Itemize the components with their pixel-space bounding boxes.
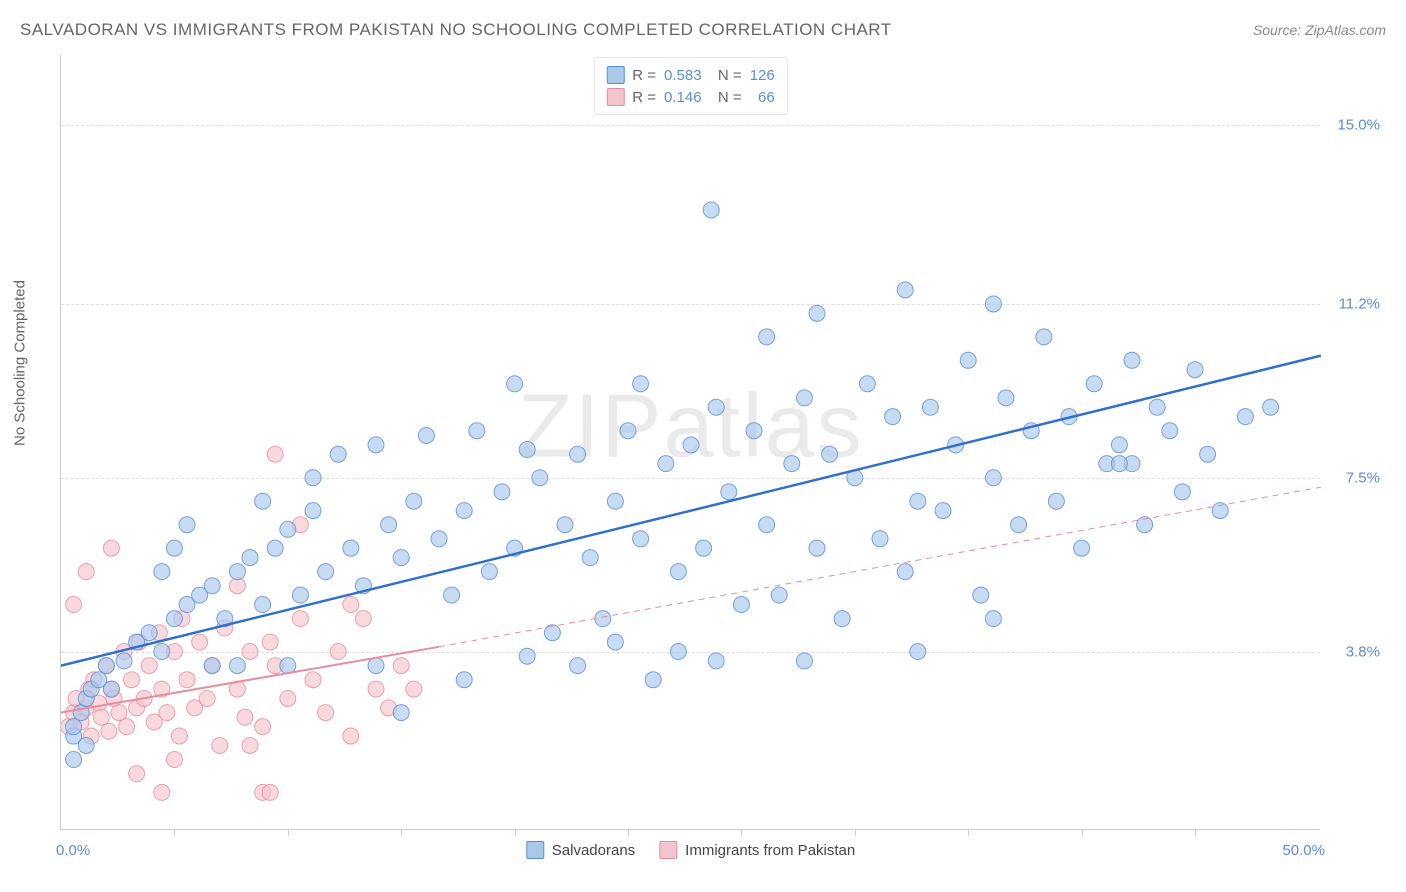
n-value-pakistan: 66: [750, 89, 775, 106]
legend-swatch-pakistan-2: [659, 841, 677, 859]
legend-swatch-pakistan: [606, 88, 624, 106]
x-max-label: 50.0%: [1282, 842, 1325, 859]
xtick: [741, 829, 742, 836]
legend-label-salvadorans: Salvadorans: [552, 842, 635, 859]
ytick-label: 15.0%: [1337, 117, 1380, 134]
xtick: [174, 829, 175, 836]
xtick: [1195, 829, 1196, 836]
xtick: [855, 829, 856, 836]
xtick: [288, 829, 289, 836]
legend-swatch-salvadorans-2: [526, 841, 544, 859]
chart-header: SALVADORAN VS IMMIGRANTS FROM PAKISTAN N…: [20, 20, 1386, 40]
r-value-pakistan: 0.146: [664, 89, 702, 106]
chart-source: Source: ZipAtlas.com: [1253, 22, 1386, 38]
legend-item-salvadorans: Salvadorans: [526, 841, 635, 859]
n-label: N =: [710, 67, 742, 84]
xtick: [628, 829, 629, 836]
ytick-label: 3.8%: [1346, 643, 1380, 660]
ytick-label: 11.2%: [1339, 295, 1380, 312]
r-value-salvadorans: 0.583: [664, 67, 702, 84]
chart-svg: [61, 55, 1321, 830]
legend-label-pakistan: Immigrants from Pakistan: [685, 842, 855, 859]
xtick: [968, 829, 969, 836]
chart-title: SALVADORAN VS IMMIGRANTS FROM PAKISTAN N…: [20, 20, 892, 40]
xtick: [1082, 829, 1083, 836]
r-label-2: R =: [632, 89, 656, 106]
legend-stats: R = 0.583 N = 126 R = 0.146 N = 66: [593, 57, 787, 115]
legend-stats-row-salvadorans: R = 0.583 N = 126: [606, 64, 774, 86]
legend-series: Salvadorans Immigrants from Pakistan: [526, 841, 855, 859]
y-axis-label: No Schooling Completed: [12, 280, 29, 446]
xtick: [401, 829, 402, 836]
n-label-2: N =: [710, 89, 742, 106]
n-value-salvadorans: 126: [750, 67, 775, 84]
legend-swatch-salvadorans: [606, 66, 624, 84]
plot-area: ZIPatlas R = 0.583 N = 126 R = 0.146 N =…: [60, 55, 1320, 830]
xtick: [515, 829, 516, 836]
x-min-label: 0.0%: [56, 842, 90, 859]
r-label: R =: [632, 67, 656, 84]
ytick-label: 7.5%: [1346, 469, 1380, 486]
legend-stats-row-pakistan: R = 0.146 N = 66: [606, 86, 774, 108]
legend-item-pakistan: Immigrants from Pakistan: [659, 841, 855, 859]
